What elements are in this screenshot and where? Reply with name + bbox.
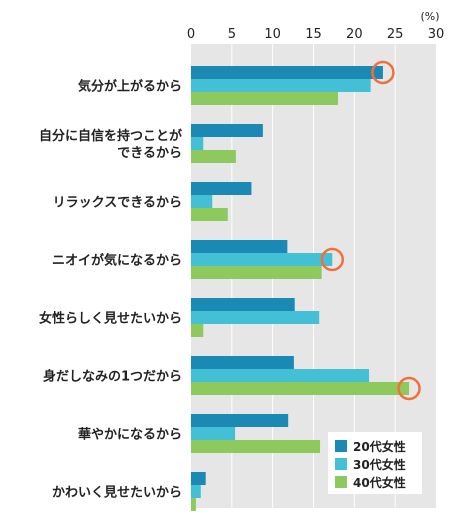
legend-swatch: [335, 476, 347, 488]
highlight-circle: [320, 247, 345, 272]
bar: [191, 66, 383, 79]
legend-label: 30代女性: [353, 457, 406, 472]
legend-swatch: [335, 458, 347, 470]
bar: [191, 440, 321, 453]
x-tick-label: 5: [228, 27, 236, 42]
x-tick-label: 20: [346, 27, 363, 42]
bar: [191, 324, 204, 337]
highlight-circle: [371, 60, 395, 85]
bar: [191, 369, 370, 382]
x-tick-label: 10: [264, 27, 281, 42]
highlight-circle: [397, 376, 421, 401]
bar: [191, 253, 333, 266]
bar: [191, 150, 236, 163]
category-label: できるから: [117, 146, 182, 161]
bar: [191, 498, 196, 511]
legend-label: 20代女性: [353, 439, 406, 454]
bar: [191, 485, 201, 498]
bar: [191, 382, 410, 395]
bar: [191, 79, 371, 92]
category-label: 華やかになるから: [78, 427, 182, 443]
bar: [191, 208, 228, 221]
category-label: リラックスできるから: [53, 196, 182, 211]
bar: [191, 266, 322, 279]
bar: [191, 182, 252, 195]
category-label: 自分に自信を持つことが: [39, 128, 182, 144]
bar: [191, 311, 320, 324]
bar: [191, 137, 204, 150]
category-label: 気分が上がるから: [78, 79, 182, 95]
legend-label: 40代女性: [353, 475, 406, 490]
bar: [191, 124, 263, 137]
bar: [191, 240, 288, 253]
category-label: ニオイが気になるから: [52, 253, 182, 269]
bar: [191, 472, 206, 485]
x-tick-label: 30: [428, 27, 445, 42]
bar: [191, 427, 236, 440]
legend-swatch: [335, 440, 347, 452]
category-label: かわいく見せたいから: [52, 486, 182, 501]
unit-label: (%): [420, 10, 439, 23]
x-tick-label: 25: [387, 27, 404, 42]
bar: [191, 356, 294, 369]
category-label: 身だしなみの1つだから: [43, 369, 182, 385]
x-tick-label: 0: [187, 27, 195, 42]
category-label: 女性らしく見せたいから: [39, 311, 182, 327]
bar: [191, 414, 289, 427]
bar: [191, 195, 213, 208]
bar: [191, 92, 338, 105]
bar: [191, 298, 295, 311]
x-tick-label: 15: [305, 27, 322, 42]
